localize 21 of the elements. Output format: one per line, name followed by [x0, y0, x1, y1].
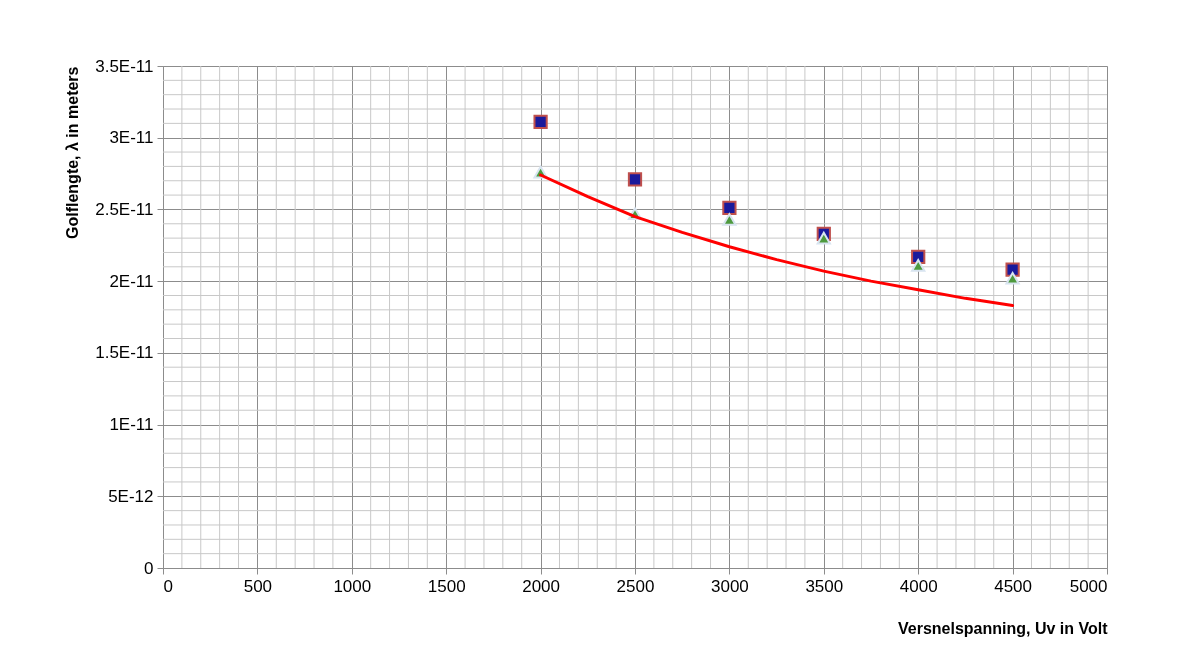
x-axis-title: Versnelspanning, Uv in Volt: [897, 619, 1109, 637]
x-tick-label: 2500: [616, 576, 655, 596]
y-axis-title: Golflengte, λ in meters: [64, 66, 82, 239]
y-tick-label: 2E-11: [109, 271, 154, 291]
y-tick-label: 3.5E-11: [95, 56, 154, 76]
y-tick-label: 2.5E-11: [95, 199, 154, 219]
x-tick-label: 1500: [427, 576, 466, 596]
x-tick-label: 4000: [899, 576, 938, 596]
x-tick-label: 0: [163, 576, 173, 596]
y-tick-label: 0: [144, 558, 154, 578]
x-tick-label: 4500: [994, 576, 1033, 596]
y-tick-label: 3E-11: [109, 128, 154, 148]
x-tick-label: 5000: [1069, 576, 1108, 596]
y-tick-label: 5E-12: [108, 486, 154, 506]
y-tick-label: 1.5E-11: [95, 343, 154, 363]
x-tick-label: 500: [243, 576, 273, 596]
x-tick-label: 3000: [710, 576, 749, 596]
x-tick-label: 3500: [805, 576, 844, 596]
x-tick-label: 2000: [522, 576, 561, 596]
y-tick-label: 1E-11: [109, 415, 154, 435]
x-tick-label: 1000: [333, 576, 372, 596]
